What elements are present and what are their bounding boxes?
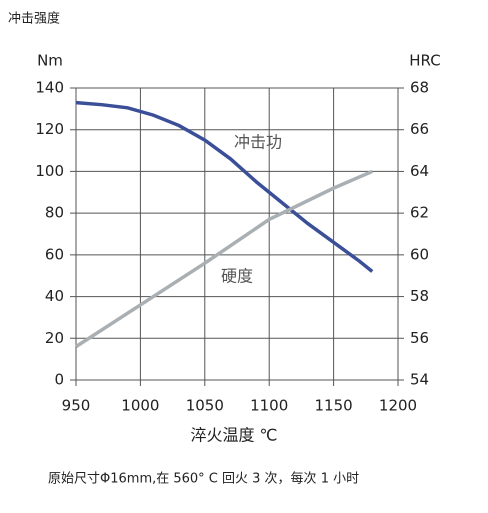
- x-tick-label: 1100: [250, 397, 288, 415]
- plot-frame: [75, 87, 399, 381]
- y2-tick-label: 58: [410, 287, 429, 305]
- line-series: [75, 169, 373, 349]
- y-tick-label: 40: [45, 287, 64, 305]
- series-label: 硬度: [221, 267, 253, 286]
- y2-tick-label: 64: [410, 162, 429, 180]
- y-tick-label: 0: [54, 371, 64, 389]
- y-tick-label: 100: [35, 162, 64, 180]
- y2-tick-label: 54: [410, 371, 429, 389]
- y2-tick-label: 66: [410, 120, 429, 138]
- y-tick-label: 140: [35, 79, 64, 97]
- x-tick-label: 1050: [186, 397, 224, 415]
- y-axis-label: Nm: [37, 52, 63, 70]
- y-tick-label: 60: [45, 245, 64, 263]
- y-tick-label: 20: [45, 329, 64, 347]
- series-label: 冲击功: [234, 133, 282, 152]
- y-tick-label: 80: [45, 204, 64, 222]
- x-axis-label: 淬火温度 ℃: [190, 426, 277, 445]
- y-tick-label: 120: [35, 120, 64, 138]
- footnote: 原始尺寸Φ16mm,在 560° C 回火 3 次，每次 1 小时: [48, 471, 359, 487]
- x-tick-label: 1150: [315, 397, 353, 415]
- x-tick-label: 1000: [121, 397, 159, 415]
- chart-title: 冲击强度: [8, 11, 60, 27]
- y2-tick-label: 56: [410, 329, 429, 347]
- line-series: [75, 100, 374, 273]
- x-tick-label: 1200: [379, 397, 417, 415]
- y2-tick-label: 68: [410, 79, 429, 97]
- x-tick-label: 950: [62, 397, 91, 415]
- y2-tick-label: 60: [410, 245, 429, 263]
- y2-tick-label: 62: [410, 204, 429, 222]
- y2-axis-label: HRC: [409, 52, 440, 70]
